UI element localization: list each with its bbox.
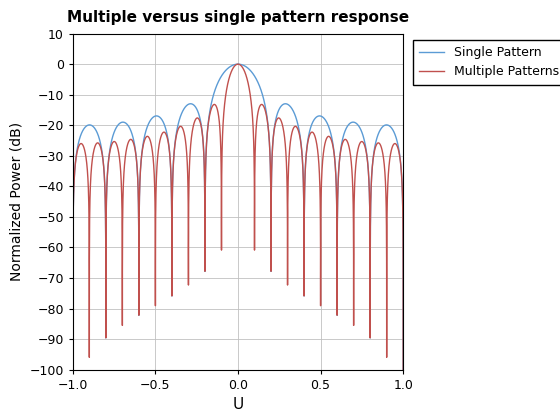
Single Pattern (231, 62, 237, 67)
Line: Multiple Patterns: Multiple Patterns (73, 64, 403, 370)
Single Pattern (382, 123, 389, 128)
Multiple Patterns (69, 367, 76, 372)
Single Pattern (69, 367, 76, 372)
Single Pattern (89, 123, 96, 129)
Title: Multiple versus single pattern response: Multiple versus single pattern response (67, 10, 409, 26)
Y-axis label: Normalized Power (dB): Normalized Power (dB) (10, 122, 24, 281)
Multiple Patterns (89, 155, 96, 160)
Single Pattern (134, 173, 141, 178)
Single Pattern (235, 62, 241, 67)
Single Pattern (83, 123, 90, 129)
Multiple Patterns (382, 186, 389, 191)
Multiple Patterns (83, 158, 90, 163)
Single Pattern (71, 175, 78, 180)
Multiple Patterns (134, 173, 141, 178)
Single Pattern (400, 367, 407, 372)
Legend: Single Pattern, Multiple Patterns: Single Pattern, Multiple Patterns (413, 40, 560, 84)
Multiple Patterns (235, 62, 241, 67)
Multiple Patterns (71, 175, 78, 180)
Multiple Patterns (400, 367, 407, 372)
Line: Single Pattern: Single Pattern (73, 64, 403, 370)
Multiple Patterns (231, 64, 237, 69)
X-axis label: U: U (232, 397, 244, 412)
